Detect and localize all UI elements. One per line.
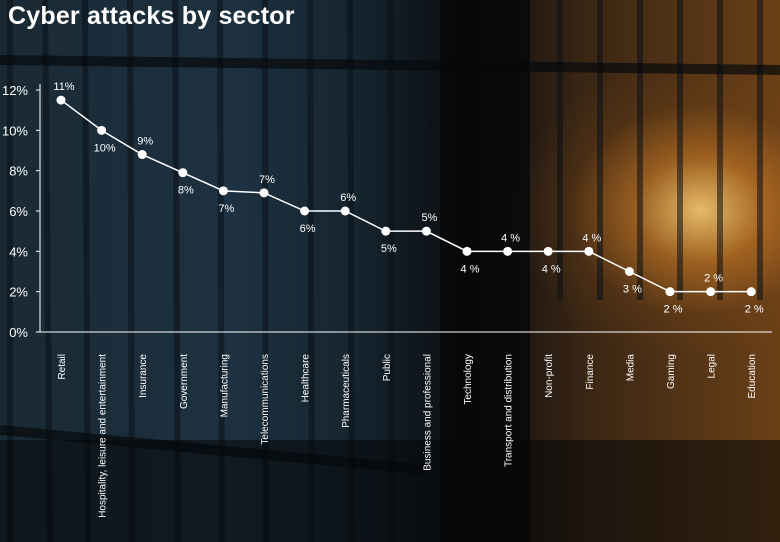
data-point bbox=[300, 206, 310, 216]
category-label: Technology bbox=[463, 354, 474, 405]
data-point bbox=[543, 246, 553, 256]
data-labels: 11% 10% 9% 8% 7% 7% 6% 6% 5% 5% 4 % 4 % 4 % 4 % 3 % 2 %… bbox=[53, 81, 763, 316]
category-label: Pharmaceuticals bbox=[341, 354, 352, 428]
data-point bbox=[259, 188, 269, 198]
category-label: Gaming bbox=[666, 354, 677, 389]
data-point bbox=[746, 287, 756, 297]
y-tick-label: 10% bbox=[2, 123, 28, 138]
category-label: Retail bbox=[57, 354, 68, 380]
category-label: Telecommunications bbox=[260, 354, 271, 445]
category-label: Business and professional bbox=[422, 354, 433, 471]
data-label: 8% bbox=[178, 185, 194, 197]
data-label: 10% bbox=[94, 142, 116, 154]
y-tick-label: 8% bbox=[9, 164, 28, 179]
y-tick-label: 0% bbox=[9, 325, 28, 340]
data-point bbox=[137, 150, 147, 160]
y-tick-label: 12% bbox=[2, 83, 28, 98]
data-point bbox=[97, 125, 107, 135]
data-point bbox=[178, 168, 188, 178]
category-label: Healthcare bbox=[301, 354, 312, 403]
data-label: 3 % bbox=[623, 284, 642, 296]
data-label: 7% bbox=[259, 174, 275, 186]
data-label: 2 % bbox=[745, 304, 764, 316]
bottom-shade bbox=[0, 440, 780, 542]
category-label: Non-profit bbox=[544, 354, 555, 398]
data-point bbox=[706, 287, 716, 297]
category-labels: Retail Hospitality, leisure and entertain… bbox=[57, 354, 758, 518]
data-point bbox=[421, 226, 431, 236]
category-label: Manufacturing bbox=[219, 354, 230, 417]
data-label: 4 % bbox=[461, 263, 480, 275]
data-label: 4 % bbox=[542, 263, 561, 275]
data-label: 11% bbox=[53, 81, 74, 93]
category-label: Transport and distribution bbox=[504, 354, 515, 467]
category-label: Public bbox=[382, 354, 393, 381]
data-point bbox=[665, 287, 675, 297]
y-tick-label: 2% bbox=[9, 285, 28, 300]
data-label: 9% bbox=[137, 136, 153, 148]
data-point bbox=[340, 206, 350, 216]
category-label: Insurance bbox=[138, 354, 149, 398]
data-point bbox=[462, 246, 472, 256]
data-point bbox=[218, 186, 228, 196]
data-label: 7% bbox=[218, 203, 234, 215]
fence-bars bbox=[7, 0, 763, 542]
category-label: Hospitality, leisure and entertainment bbox=[98, 354, 109, 518]
data-point bbox=[624, 267, 634, 276]
category-label: Government bbox=[179, 354, 190, 409]
data-label: 4 % bbox=[501, 232, 520, 244]
data-label: 5% bbox=[421, 212, 437, 224]
category-label: Finance bbox=[585, 354, 596, 390]
series-line bbox=[60, 99, 752, 293]
data-label: 4 % bbox=[582, 232, 601, 244]
data-label: 2 % bbox=[664, 304, 683, 316]
data-label: 2 % bbox=[704, 273, 723, 285]
data-label: 6% bbox=[300, 223, 316, 235]
category-label: Legal bbox=[707, 354, 718, 378]
category-label: Education bbox=[747, 354, 758, 398]
y-tick-label: 6% bbox=[9, 204, 28, 219]
data-point bbox=[56, 95, 66, 105]
data-point bbox=[584, 246, 594, 256]
data-point bbox=[503, 246, 513, 256]
y-tick-label: 4% bbox=[9, 244, 28, 259]
page-title: Cyber attacks by sector bbox=[8, 2, 295, 30]
series bbox=[56, 95, 756, 297]
data-label: 5% bbox=[381, 243, 397, 255]
category-label: Media bbox=[625, 354, 636, 382]
y-axis: 0% 2% 4% 6% 8% 10% 12% bbox=[2, 83, 41, 340]
data-point bbox=[381, 226, 391, 236]
data-label: 6% bbox=[340, 192, 356, 204]
